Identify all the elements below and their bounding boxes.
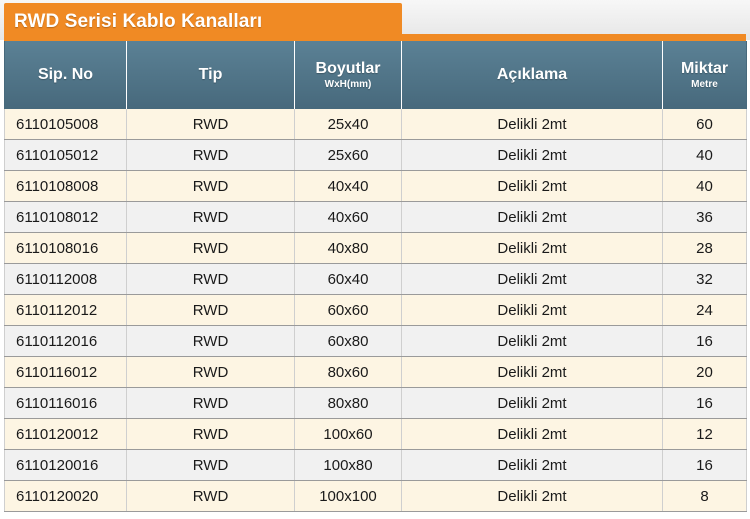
header-boyutlar-label: Boyutlar [315, 60, 381, 77]
table-row: 6110105012 RWD 25x60 Delikli 2mt 40 [4, 139, 747, 171]
cell-boyut: 100x100 [294, 480, 402, 512]
cell-sip-no: 6110108012 [4, 201, 127, 233]
table-header-row: Sip. No Tip Boyutlar WxH(mm) Açıklama Mi… [4, 41, 747, 109]
cell-aciklama: Delikli 2mt [401, 201, 663, 233]
cell-miktar: 32 [662, 263, 747, 295]
cell-tip: RWD [126, 232, 295, 264]
cell-sip-no: 6110108008 [4, 170, 127, 202]
cell-sip-no: 6110105012 [4, 139, 127, 171]
header-aciklama: Açıklama [401, 41, 663, 109]
cell-tip: RWD [126, 480, 295, 512]
cell-boyut: 60x40 [294, 263, 402, 295]
cell-aciklama: Delikli 2mt [401, 418, 663, 450]
cell-aciklama: Delikli 2mt [401, 325, 663, 357]
cell-tip: RWD [126, 109, 295, 140]
cell-miktar: 40 [662, 170, 747, 202]
cell-sip-no: 6110120016 [4, 449, 127, 481]
cell-aciklama: Delikli 2mt [401, 109, 663, 140]
cell-miktar: 28 [662, 232, 747, 264]
cell-boyut: 40x40 [294, 170, 402, 202]
table-row: 6110105008 RWD 25x40 Delikli 2mt 60 [4, 109, 747, 140]
cell-tip: RWD [126, 387, 295, 419]
cell-aciklama: Delikli 2mt [401, 294, 663, 326]
cell-aciklama: Delikli 2mt [401, 356, 663, 388]
table-row: 6110112016 RWD 60x80 Delikli 2mt 16 [4, 325, 747, 357]
table-row: 6110108008 RWD 40x40 Delikli 2mt 40 [4, 170, 747, 202]
header-aciklama-label: Açıklama [496, 66, 568, 83]
cell-aciklama: Delikli 2mt [401, 387, 663, 419]
cell-miktar: 8 [662, 480, 747, 512]
cell-miktar: 20 [662, 356, 747, 388]
table-body: 6110105008 RWD 25x40 Delikli 2mt 60 611010501… [4, 109, 747, 512]
table-row: 6110116012 RWD 80x60 Delikli 2mt 20 [4, 356, 747, 388]
cell-sip-no: 6110112016 [4, 325, 127, 357]
cell-miktar: 12 [662, 418, 747, 450]
cell-miktar: 16 [662, 325, 747, 357]
cell-tip: RWD [126, 139, 295, 171]
cell-aciklama: Delikli 2mt [401, 139, 663, 171]
cell-boyut: 40x60 [294, 201, 402, 233]
cell-tip: RWD [126, 325, 295, 357]
cell-tip: RWD [126, 294, 295, 326]
cell-aciklama: Delikli 2mt [401, 263, 663, 295]
cell-boyut: 40x80 [294, 232, 402, 264]
header-boyutlar-unit: WxH(mm) [324, 79, 372, 90]
cell-tip: RWD [126, 356, 295, 388]
cell-tip: RWD [126, 263, 295, 295]
cell-boyut: 60x60 [294, 294, 402, 326]
cell-sip-no: 6110105008 [4, 109, 127, 140]
cell-boyut: 25x60 [294, 139, 402, 171]
table-row: 6110120012 RWD 100x60 Delikli 2mt 12 [4, 418, 747, 450]
cell-miktar: 60 [662, 109, 747, 140]
cell-miktar: 16 [662, 449, 747, 481]
cell-aciklama: Delikli 2mt [401, 449, 663, 481]
page-title: RWD Serisi Kablo Kanalları [14, 11, 263, 32]
cell-aciklama: Delikli 2mt [401, 232, 663, 264]
header-tip: Tip [126, 41, 295, 109]
cell-miktar: 24 [662, 294, 747, 326]
header-tip-label: Tip [198, 66, 223, 83]
cell-tip: RWD [126, 449, 295, 481]
cell-boyut: 100x80 [294, 449, 402, 481]
cell-aciklama: Delikli 2mt [401, 480, 663, 512]
cell-boyut: 100x60 [294, 418, 402, 450]
cell-sip-no: 6110120012 [4, 418, 127, 450]
cell-sip-no: 6110108016 [4, 232, 127, 264]
cell-sip-no: 6110120020 [4, 480, 127, 512]
cell-aciklama: Delikli 2mt [401, 170, 663, 202]
cell-tip: RWD [126, 201, 295, 233]
cell-boyut: 25x40 [294, 109, 402, 140]
header-boyutlar: Boyutlar WxH(mm) [294, 41, 402, 109]
cell-boyut: 80x80 [294, 387, 402, 419]
cell-boyut: 80x60 [294, 356, 402, 388]
cell-sip-no: 6110112012 [4, 294, 127, 326]
table-row: 6110120020 RWD 100x100 Delikli 2mt 8 [4, 480, 747, 512]
table-row: 6110112008 RWD 60x40 Delikli 2mt 32 [4, 263, 747, 295]
cell-miktar: 40 [662, 139, 747, 171]
table-row: 6110120016 RWD 100x80 Delikli 2mt 16 [4, 449, 747, 481]
cell-tip: RWD [126, 170, 295, 202]
cell-boyut: 60x80 [294, 325, 402, 357]
cell-miktar: 36 [662, 201, 747, 233]
title-tab: RWD Serisi Kablo Kanalları [4, 3, 402, 40]
cell-miktar: 16 [662, 387, 747, 419]
table-row: 6110112012 RWD 60x60 Delikli 2mt 24 [4, 294, 747, 326]
cell-sip-no: 6110112008 [4, 263, 127, 295]
header-sip-no-label: Sip. No [37, 66, 94, 83]
cell-sip-no: 6110116012 [4, 356, 127, 388]
product-table: Sip. No Tip Boyutlar WxH(mm) Açıklama Mi… [4, 41, 747, 512]
header-miktar: Miktar Metre [662, 41, 747, 109]
table-row: 6110116016 RWD 80x80 Delikli 2mt 16 [4, 387, 747, 419]
header-sip-no: Sip. No [4, 41, 127, 109]
cell-tip: RWD [126, 418, 295, 450]
table-row: 6110108012 RWD 40x60 Delikli 2mt 36 [4, 201, 747, 233]
table-row: 6110108016 RWD 40x80 Delikli 2mt 28 [4, 232, 747, 264]
header-miktar-label: Miktar [680, 60, 729, 77]
header-miktar-unit: Metre [691, 79, 718, 90]
cell-sip-no: 6110116016 [4, 387, 127, 419]
